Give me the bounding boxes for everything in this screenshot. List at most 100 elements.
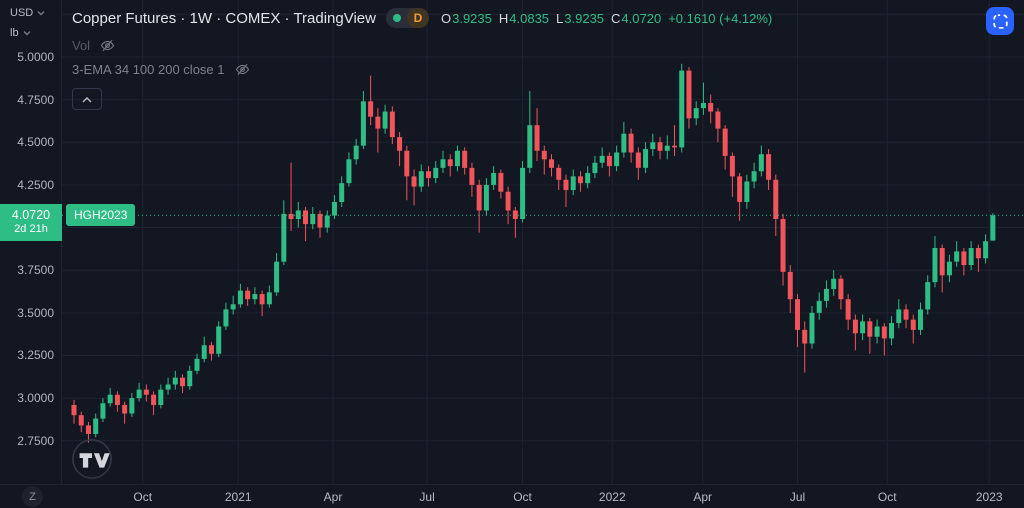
ema-indicator-label[interactable]: 3-EMA 34 100 200 close 1	[72, 62, 225, 77]
price-tick-label: 4.7500	[17, 92, 54, 107]
legend-volume-row: Vol	[72, 37, 116, 54]
candle-body	[281, 213, 287, 262]
time-tick-label: Jul	[789, 490, 806, 504]
candle-body	[230, 304, 236, 310]
price-tick-label: 4.2500	[17, 177, 54, 192]
close-value: 4.0720	[621, 10, 662, 26]
collapse-legend-button[interactable]	[72, 88, 102, 110]
candle-body	[679, 70, 685, 148]
candle-body	[237, 290, 243, 305]
low-label: L	[556, 10, 564, 26]
candle-body	[462, 150, 468, 168]
time-tick-label: Oct	[133, 490, 153, 504]
candle-body	[78, 415, 84, 426]
chevron-down-icon	[37, 10, 45, 16]
candle-body	[816, 300, 822, 313]
candle-body	[570, 176, 576, 191]
candle-body	[650, 142, 656, 150]
candle-body	[715, 111, 721, 129]
unit-dropdown[interactable]: lb	[10, 27, 31, 39]
candle-body	[758, 154, 764, 172]
candle-body	[990, 215, 996, 241]
eye-hidden-icon[interactable]	[234, 61, 251, 78]
candle-body	[360, 101, 366, 146]
low-value: 3.9235	[564, 10, 605, 26]
open-label: O	[440, 10, 452, 26]
candle-body	[780, 219, 786, 272]
candle-body	[324, 215, 330, 228]
tradingview-logo-icon	[71, 438, 113, 485]
price-tick-label: 5.0000	[17, 49, 54, 64]
candle-body	[172, 377, 178, 385]
candle-body	[85, 425, 91, 434]
volume-label[interactable]: Vol	[72, 38, 91, 53]
candle-body	[643, 149, 649, 168]
time-tick-label: Apr	[323, 490, 343, 504]
change-value: +0.1610 (+4.12%)	[668, 10, 773, 26]
candle-body	[874, 326, 880, 337]
candle-body	[274, 261, 280, 293]
open-value: 3.9235	[452, 10, 492, 26]
candle-body	[635, 152, 641, 168]
snapshot-button[interactable]	[986, 7, 1014, 35]
high-value: 4.0835	[509, 10, 550, 26]
candle-body	[527, 125, 533, 168]
ohlc-readout: O 3.9235 H 4.0835 L 3.9235 C 4.0720 +0.1610 …	[441, 11, 772, 26]
candle-countdown: 2d 21h	[14, 223, 48, 236]
candle-body	[925, 282, 931, 310]
candle-body	[737, 176, 743, 202]
candle-body	[447, 159, 453, 167]
candle-body	[577, 176, 583, 184]
candle-body	[722, 128, 728, 156]
price-axis[interactable]: USD lb 4.0720 2d 21h 5.0000 4.7500 4.5000 4…	[0, 0, 62, 484]
candle-body	[795, 299, 800, 330]
candle-body	[896, 309, 902, 324]
interval-badge[interactable]: D	[385, 8, 429, 28]
candle-body	[158, 389, 164, 405]
candle-body	[787, 271, 793, 300]
price-tick-label: 2.7500	[17, 433, 54, 448]
dashed-frame-icon	[992, 13, 1009, 30]
candle-body	[165, 384, 171, 390]
candle-body	[339, 183, 345, 202]
candle-body	[483, 184, 489, 211]
candle-body	[252, 294, 258, 300]
candle-body	[686, 70, 692, 119]
candle-body	[614, 152, 620, 167]
candle-body	[201, 345, 207, 359]
candle-body	[491, 172, 497, 185]
candle-body	[440, 159, 446, 168]
candle-body	[295, 210, 301, 220]
interval-letter: D	[406, 8, 429, 28]
price-tick-label: 3.2500	[17, 348, 54, 363]
time-axis[interactable]: Z Oct 2021 Apr Jul Oct 2022 Apr Jul Oct 2023	[0, 484, 1024, 508]
symbol-title[interactable]: Copper Futures · 1W · COMEX · TradingVie…	[72, 9, 376, 27]
candle-body	[520, 167, 526, 220]
candlestick-chart[interactable]	[0, 0, 1024, 484]
candle-body	[404, 150, 410, 177]
chevron-up-icon	[82, 90, 92, 108]
candle-body	[556, 167, 562, 180]
candle-body	[505, 191, 511, 211]
candle-body	[266, 292, 272, 305]
timezone-button[interactable]: Z	[22, 486, 43, 507]
candle-body	[433, 167, 439, 179]
price-tick-label: 4.5000	[17, 135, 54, 150]
candle-body	[983, 241, 989, 259]
candle-body	[621, 133, 627, 153]
eye-hidden-icon[interactable]	[99, 37, 116, 54]
candle-body	[657, 142, 663, 151]
legend-ema-row: 3-EMA 34 100 200 close 1	[72, 61, 251, 78]
candle-body	[751, 171, 757, 182]
currency-dropdown[interactable]: USD	[10, 7, 45, 19]
chevron-down-icon	[23, 30, 31, 36]
time-tick-label: Jul	[419, 490, 435, 504]
candle-body	[823, 288, 829, 301]
candle-body	[968, 248, 974, 266]
candle-body	[809, 312, 815, 344]
candle-body	[852, 319, 858, 334]
candle-body	[368, 101, 374, 117]
time-tick-label: 2022	[598, 490, 626, 504]
high-label: H	[498, 10, 509, 26]
